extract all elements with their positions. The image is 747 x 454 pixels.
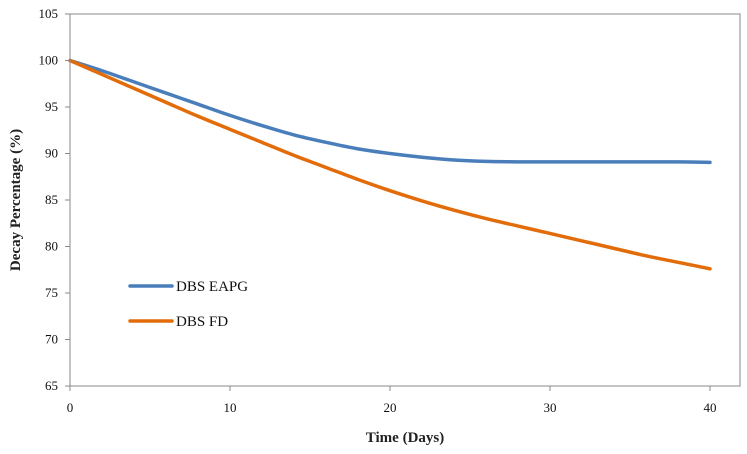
ticks-layer: 65 70 75 80 85 90 95 100 105 0 10 20 30 40 (39, 6, 717, 415)
y-axis-title: Decay Percentage (%) (8, 129, 24, 271)
legend: DBS EAPG DBS FD (128, 279, 248, 330)
y-tick-label: 105 (39, 6, 59, 21)
x-tick-label: 0 (67, 400, 74, 415)
y-tick-label: 75 (45, 285, 58, 300)
x-tick-label: 10 (224, 400, 237, 415)
x-axis-title: Time (Days) (366, 430, 444, 446)
y-tick-label: 90 (45, 146, 58, 161)
y-tick-label: 100 (39, 53, 59, 68)
plot-area (69, 13, 741, 387)
series-layer (68, 58, 712, 271)
y-tick-label: 85 (45, 192, 58, 207)
series-line-dbs-eapg (68, 58, 712, 165)
legend-label: DBS FD (176, 314, 228, 330)
y-tick-label: 95 (45, 99, 58, 114)
x-tick-label: 40 (704, 400, 717, 415)
y-tick-label: 80 (45, 239, 58, 254)
x-tick-label: 30 (544, 400, 557, 415)
x-tick-label: 20 (384, 400, 397, 415)
legend-label: DBS EAPG (176, 279, 248, 295)
series-line-dbs-fd (68, 58, 712, 271)
y-tick-label: 65 (45, 378, 58, 393)
y-tick-label: 70 (45, 332, 58, 347)
